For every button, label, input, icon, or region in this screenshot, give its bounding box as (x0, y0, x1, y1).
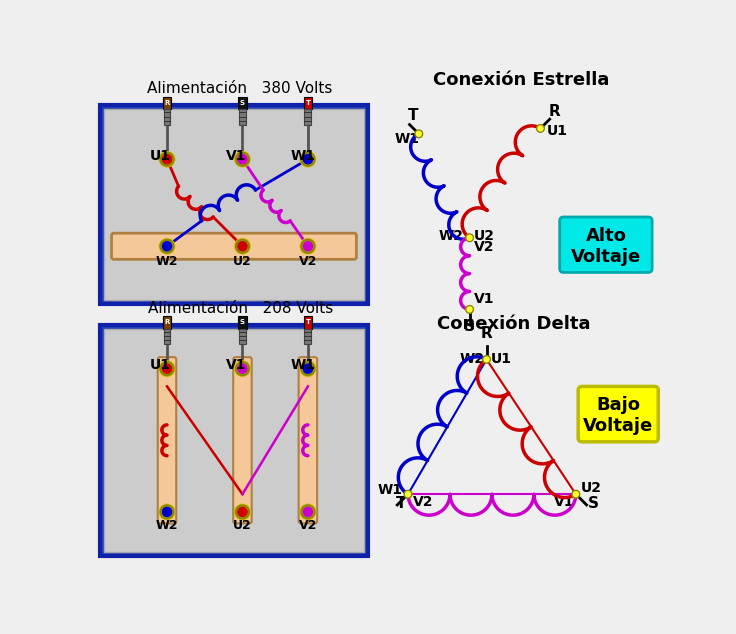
Text: W2: W2 (459, 353, 484, 366)
Text: T: T (305, 320, 311, 325)
Circle shape (159, 238, 174, 254)
Circle shape (404, 490, 412, 498)
Circle shape (300, 504, 316, 520)
Circle shape (300, 238, 316, 254)
Text: W2: W2 (156, 519, 178, 532)
Text: R: R (164, 320, 170, 325)
Circle shape (159, 504, 174, 520)
Text: W1: W1 (291, 149, 316, 163)
FancyBboxPatch shape (112, 233, 356, 259)
Text: V2: V2 (299, 519, 317, 532)
Text: S: S (464, 319, 475, 334)
Circle shape (238, 364, 247, 373)
FancyBboxPatch shape (163, 109, 171, 125)
Text: V2: V2 (413, 495, 433, 508)
Circle shape (163, 364, 171, 373)
Circle shape (466, 306, 473, 313)
Text: R: R (548, 104, 560, 119)
Text: Conexión Estrella: Conexión Estrella (433, 71, 609, 89)
Text: U2: U2 (233, 519, 252, 532)
FancyBboxPatch shape (305, 328, 311, 344)
Circle shape (238, 507, 247, 517)
Text: U2: U2 (581, 481, 601, 495)
Text: V1: V1 (225, 358, 246, 372)
Text: W2: W2 (156, 255, 178, 268)
Text: W1: W1 (377, 483, 402, 497)
Circle shape (235, 152, 250, 167)
Text: Alimentación   380 Volts: Alimentación 380 Volts (147, 81, 333, 96)
Text: V1: V1 (225, 149, 246, 163)
Text: S: S (588, 496, 599, 511)
FancyBboxPatch shape (104, 328, 364, 552)
Text: T: T (396, 496, 406, 511)
FancyBboxPatch shape (163, 97, 171, 109)
Text: Bajo
Voltaje: Bajo Voltaje (583, 396, 654, 435)
Text: U2: U2 (474, 229, 495, 243)
FancyBboxPatch shape (299, 357, 317, 524)
Text: R: R (481, 326, 492, 341)
Circle shape (238, 242, 247, 251)
Circle shape (466, 234, 473, 242)
FancyBboxPatch shape (578, 386, 658, 442)
Circle shape (235, 238, 250, 254)
Text: Conexión Delta: Conexión Delta (436, 314, 590, 333)
Circle shape (303, 364, 313, 373)
FancyBboxPatch shape (163, 328, 171, 344)
FancyBboxPatch shape (304, 97, 312, 109)
Circle shape (163, 242, 171, 251)
Circle shape (537, 125, 545, 133)
FancyBboxPatch shape (238, 97, 247, 109)
Text: U1: U1 (150, 358, 171, 372)
Text: Alimentación   208 Volts: Alimentación 208 Volts (147, 301, 333, 316)
Circle shape (572, 490, 580, 498)
Text: S: S (240, 320, 245, 325)
FancyBboxPatch shape (559, 217, 652, 273)
Circle shape (235, 504, 250, 520)
Text: U1: U1 (491, 353, 512, 366)
Circle shape (300, 361, 316, 377)
FancyBboxPatch shape (239, 328, 246, 344)
Circle shape (163, 155, 171, 164)
Circle shape (415, 130, 422, 138)
Text: R: R (164, 100, 170, 106)
Text: W2: W2 (439, 229, 464, 243)
Text: W1: W1 (394, 132, 419, 146)
Text: V1: V1 (473, 292, 494, 306)
FancyBboxPatch shape (233, 357, 252, 524)
Circle shape (238, 155, 247, 164)
Text: U1: U1 (547, 124, 567, 138)
Text: W1: W1 (291, 358, 316, 372)
Circle shape (163, 507, 171, 517)
FancyBboxPatch shape (104, 109, 364, 300)
FancyBboxPatch shape (238, 316, 247, 328)
FancyBboxPatch shape (100, 325, 368, 556)
FancyBboxPatch shape (305, 109, 311, 125)
Circle shape (300, 152, 316, 167)
Circle shape (159, 152, 174, 167)
Text: S: S (240, 100, 245, 106)
FancyBboxPatch shape (239, 109, 246, 125)
Circle shape (483, 356, 490, 363)
FancyBboxPatch shape (163, 316, 171, 328)
Text: V2: V2 (299, 255, 317, 268)
Text: U1: U1 (150, 149, 171, 163)
Text: T: T (305, 100, 311, 106)
Circle shape (235, 361, 250, 377)
Text: Alto
Voltaje: Alto Voltaje (570, 227, 641, 266)
Circle shape (159, 361, 174, 377)
FancyBboxPatch shape (304, 316, 312, 328)
Circle shape (303, 507, 313, 517)
FancyBboxPatch shape (158, 357, 176, 524)
Text: U2: U2 (233, 255, 252, 268)
FancyBboxPatch shape (100, 105, 368, 304)
Circle shape (303, 155, 313, 164)
Text: T: T (408, 108, 419, 123)
Text: V1: V1 (554, 495, 575, 508)
Circle shape (303, 242, 313, 251)
Text: V2: V2 (474, 240, 495, 254)
